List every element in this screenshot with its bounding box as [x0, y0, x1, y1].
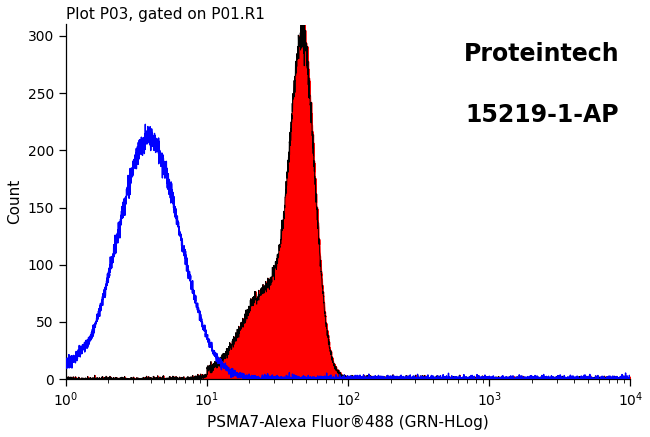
Text: Proteintech: Proteintech — [463, 42, 619, 66]
Y-axis label: Count: Count — [7, 179, 22, 225]
X-axis label: PSMA7-Alexa Fluor®488 (GRN-HLog): PSMA7-Alexa Fluor®488 (GRN-HLog) — [207, 415, 489, 430]
Text: Plot P03, gated on P01.R1: Plot P03, gated on P01.R1 — [66, 7, 265, 22]
Text: 15219-1-AP: 15219-1-AP — [465, 103, 619, 126]
